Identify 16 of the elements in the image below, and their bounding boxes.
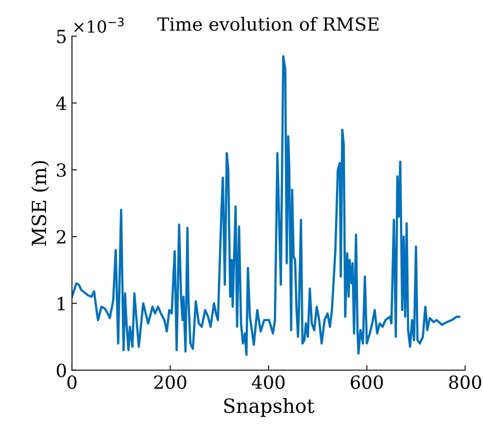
y-tick-label: 1 — [58, 296, 65, 310]
x-tick-label: 600 — [350, 375, 383, 389]
y-tick-label: 3 — [56, 163, 66, 177]
x-tick-label: 0 — [67, 375, 77, 389]
x-tick-label: 400 — [252, 375, 285, 389]
x-tick-label: 200 — [154, 375, 186, 389]
x-axis-title: Snapshot — [224, 398, 314, 417]
y-tick-label: 5 — [57, 30, 66, 44]
y-tick-label: 4 — [56, 96, 66, 110]
y-tick-label: 2 — [56, 230, 66, 244]
text: ×10$^{−3}$ — [74, 18, 124, 33]
line-series — [72, 55, 460, 356]
y-axis-title: MSE (m) — [31, 161, 50, 246]
chart-title: Time evolution of RMSE — [157, 16, 378, 31]
y-tick-label: 0 — [56, 364, 66, 378]
x-tick-label: 800 — [449, 375, 482, 389]
